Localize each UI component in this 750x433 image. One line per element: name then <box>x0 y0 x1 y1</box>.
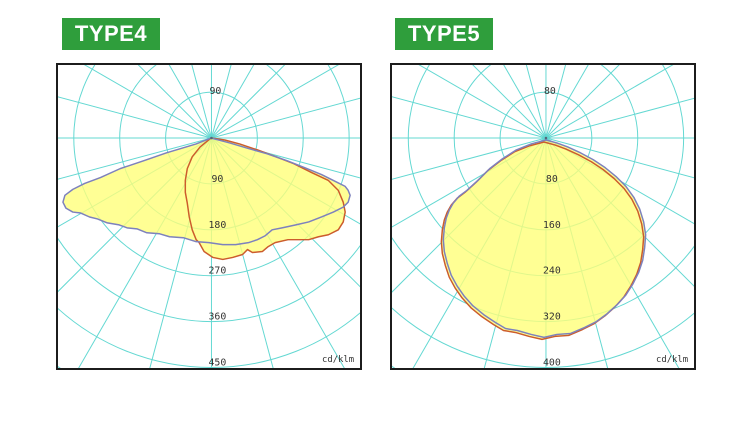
svg-text:240: 240 <box>543 266 561 277</box>
svg-text:320: 320 <box>543 312 561 323</box>
type5-polar-svg: 80 80 160 240 320 400 cd/klm <box>392 65 694 368</box>
svg-text:80: 80 <box>544 86 556 97</box>
type4-polar-svg: 90 90 180 270 360 450 cd/klm <box>58 65 360 368</box>
type4-badge: TYPE4 <box>62 18 160 50</box>
polar-chart-type5: 80 80 160 240 320 400 cd/klm <box>390 63 696 370</box>
svg-text:180: 180 <box>208 220 226 231</box>
svg-text:90: 90 <box>211 174 223 185</box>
svg-text:cd/klm: cd/klm <box>322 355 354 365</box>
svg-text:cd/klm: cd/klm <box>656 355 688 365</box>
svg-text:360: 360 <box>208 312 226 323</box>
svg-text:270: 270 <box>208 266 226 277</box>
svg-text:400: 400 <box>543 358 561 368</box>
polar-chart-type4: 90 90 180 270 360 450 cd/klm <box>56 63 362 370</box>
type5-badge: TYPE5 <box>395 18 493 50</box>
svg-text:160: 160 <box>543 220 561 231</box>
svg-text:80: 80 <box>546 174 558 185</box>
svg-text:450: 450 <box>208 358 226 368</box>
svg-text:90: 90 <box>209 86 221 97</box>
